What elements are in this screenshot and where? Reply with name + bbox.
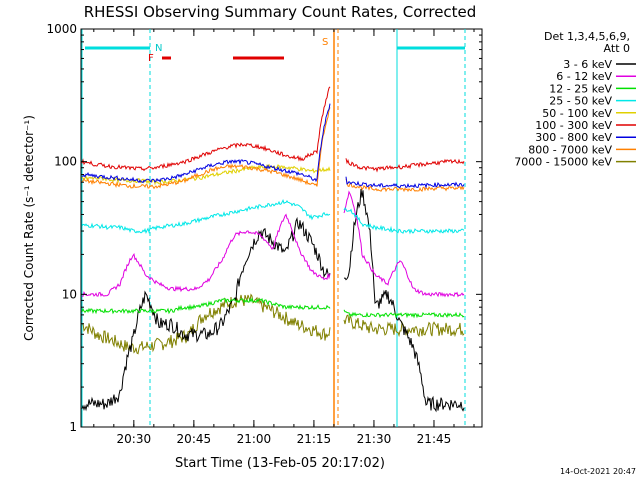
series-line-25-50-kev-1 (343, 207, 465, 235)
x-tick-label: 20:45 (177, 432, 212, 446)
y-tick-label: 100 (54, 155, 77, 169)
series-line-800-7000-kev-0 (81, 107, 331, 190)
series-line-12-25-kev-1 (343, 309, 465, 319)
plot-frame (80, 28, 483, 428)
chart-title: RHESSI Observing Summary Count Rates, Co… (84, 3, 477, 21)
flag-lines (81, 29, 466, 427)
x-tick-label: 21:00 (237, 432, 272, 446)
x-tick-label: 21:45 (417, 432, 452, 446)
legend-label: 7000 - 15000 keV (514, 156, 612, 169)
y-axis: 1 10 100 1000 (46, 22, 482, 434)
x-tick-label: 21:15 (297, 432, 332, 446)
series-line-100-300-kev-1 (345, 158, 465, 173)
series-line-7000-15000-kev-1 (343, 313, 465, 338)
legend-header-2: Att 0 (604, 42, 630, 55)
y-tick-label: 1 (69, 420, 77, 434)
x-axis-label: Start Time (13-Feb-05 20:17:02) (175, 456, 385, 471)
series-line-6-12-kev-0 (82, 213, 331, 297)
y-tick-label: 10 (62, 287, 77, 301)
series-line-6-12-kev-1 (343, 190, 465, 298)
x-tick-label: 20:30 (117, 432, 152, 446)
x-axis: 20:30 20:45 21:00 21:15 21:30 21:45 (93, 29, 475, 446)
series-layer (81, 86, 465, 413)
flag-s-label: S (322, 37, 328, 48)
plot-area: 1 10 100 1000 20:30 20:45 21:00 21:15 21:30 21:4… (46, 22, 483, 446)
footer-stamp: 14-Oct-2021 20:47 (560, 467, 636, 476)
flag-f-label: F (148, 53, 154, 64)
series-line-300-800-kev-0 (81, 103, 331, 184)
series-line-800-7000-kev-1 (345, 178, 465, 193)
legend-label: 25 - 50 keV (549, 95, 612, 108)
series-line-3-6-kev-0 (81, 216, 331, 412)
series-line-50-100-kev-0 (81, 163, 331, 186)
series-line-3-6-kev-1 (343, 188, 465, 413)
legend-label: 3 - 6 keV (563, 58, 612, 71)
legend-label: 12 - 25 keV (549, 82, 612, 95)
y-tick-label: 1000 (46, 22, 77, 36)
series-line-25-50-kev-0 (81, 198, 331, 235)
series-line-100-300-kev-0 (81, 86, 331, 172)
series-line-12-25-kev-0 (81, 297, 331, 315)
flag-n-label: N (155, 43, 162, 54)
series-line-7000-15000-kev-0 (81, 293, 331, 355)
series-line-300-800-kev-1 (345, 176, 465, 189)
legend-label: 50 - 100 keV (542, 107, 612, 120)
legend-label: 300 - 800 keV (535, 131, 612, 144)
x-tick-label: 21:30 (357, 432, 392, 446)
legend-label: 800 - 7000 keV (528, 143, 612, 156)
y-axis-label: Corrected Count Rate (s⁻¹ detector⁻¹) (22, 115, 36, 341)
legend-label: 100 - 300 keV (535, 119, 612, 132)
legend-header: Det 1,3,4,5,6,9, (544, 30, 630, 43)
legend-label: 6 - 12 keV (556, 70, 612, 83)
